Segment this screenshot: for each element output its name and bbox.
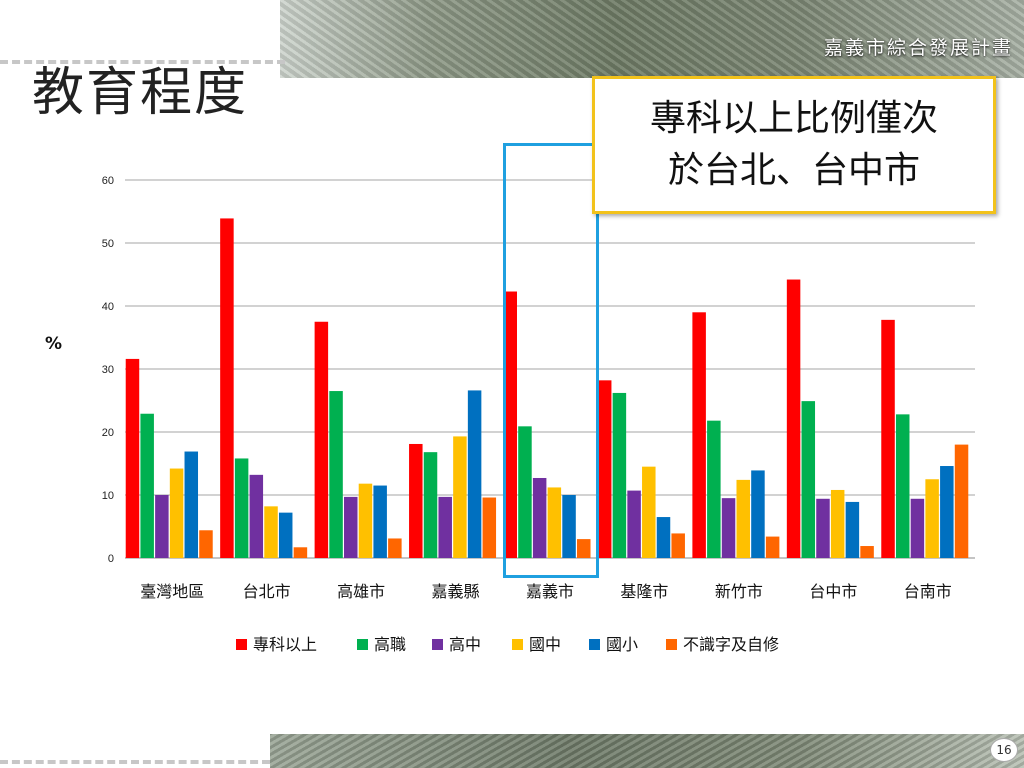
aerial-map-footer bbox=[270, 734, 1024, 768]
callout-line-1: 專科以上比例僅次 bbox=[649, 98, 938, 139]
x-tick-label: 嘉義市 bbox=[526, 582, 574, 601]
bar bbox=[612, 392, 627, 558]
bar bbox=[423, 452, 438, 558]
x-tick-label: 嘉義縣 bbox=[432, 582, 480, 601]
bar bbox=[184, 451, 199, 558]
header-divider bbox=[0, 60, 285, 64]
bar bbox=[373, 485, 387, 558]
bar bbox=[453, 436, 467, 558]
bar bbox=[765, 536, 780, 558]
bar bbox=[293, 547, 308, 558]
brand-text: 嘉義市綜合發展計畫 bbox=[824, 37, 1014, 59]
bar bbox=[329, 391, 343, 558]
callout-line-2: 於台北、台中市 bbox=[667, 150, 920, 191]
bar bbox=[140, 413, 154, 558]
legend-swatch bbox=[236, 639, 247, 650]
bar bbox=[532, 477, 547, 558]
y-tick-label: 30 bbox=[102, 364, 114, 376]
page-title: 教育程度 bbox=[32, 63, 249, 123]
bar bbox=[925, 479, 939, 558]
bar bbox=[199, 530, 213, 558]
bar bbox=[881, 319, 895, 558]
legend: 專科以上 高職 高中 國中 國小 不識字及自修 bbox=[236, 635, 779, 654]
bar bbox=[642, 466, 656, 558]
x-tick-label: 台北市 bbox=[243, 582, 291, 601]
x-tick-label: 高雄市 bbox=[337, 582, 385, 601]
bar bbox=[845, 501, 860, 558]
legend-label: 高中 bbox=[449, 635, 481, 654]
legend-swatch bbox=[357, 639, 368, 650]
bar bbox=[169, 468, 184, 558]
y-tick-label: 40 bbox=[102, 301, 114, 313]
bar bbox=[860, 546, 874, 558]
legend-label: 國中 bbox=[529, 635, 561, 654]
bar bbox=[751, 470, 765, 558]
bar bbox=[895, 414, 910, 558]
bar bbox=[830, 489, 845, 558]
page-number: 16 bbox=[990, 738, 1018, 762]
x-tick-label: 基隆市 bbox=[620, 582, 668, 601]
bar bbox=[249, 474, 264, 558]
bar bbox=[518, 426, 532, 558]
legend-label: 專科以上 bbox=[253, 635, 317, 654]
bar bbox=[264, 506, 278, 558]
bar bbox=[910, 498, 925, 558]
y-tick-label: 0 bbox=[108, 553, 114, 565]
bar bbox=[656, 517, 671, 558]
bar bbox=[125, 358, 140, 558]
legend-label: 高職 bbox=[374, 635, 406, 654]
bar bbox=[816, 498, 830, 558]
bar bbox=[721, 498, 736, 558]
bar bbox=[482, 497, 497, 558]
footer-divider bbox=[0, 760, 270, 764]
legend-swatch bbox=[589, 639, 600, 650]
bar bbox=[234, 458, 249, 558]
bar bbox=[577, 539, 591, 558]
bar bbox=[801, 401, 816, 558]
bar bbox=[954, 444, 969, 558]
legend-label: 國小 bbox=[606, 635, 638, 654]
legend-swatch bbox=[512, 639, 523, 650]
bar bbox=[707, 420, 721, 558]
callout-box: 專科以上比例僅次 於台北、台中市 bbox=[592, 76, 996, 214]
bar bbox=[627, 490, 641, 558]
bar bbox=[786, 279, 801, 558]
bar bbox=[736, 479, 750, 558]
legend-swatch bbox=[666, 639, 677, 650]
bar bbox=[547, 487, 562, 558]
bar bbox=[467, 390, 482, 558]
bar bbox=[562, 495, 576, 558]
bars bbox=[125, 218, 969, 558]
bar bbox=[940, 466, 954, 558]
y-tick-label: 10 bbox=[102, 490, 114, 502]
y-tick-label: 20 bbox=[102, 427, 114, 439]
y-tick-label: 50 bbox=[102, 238, 114, 250]
bar bbox=[358, 483, 373, 558]
bar bbox=[503, 291, 517, 558]
bar bbox=[671, 533, 685, 558]
aerial-map-banner bbox=[280, 0, 1024, 78]
bar bbox=[220, 218, 234, 558]
bar bbox=[597, 380, 612, 558]
bar bbox=[692, 312, 706, 558]
legend-label: 不識字及自修 bbox=[683, 635, 779, 654]
highlight-box bbox=[503, 143, 599, 578]
y-axis-label: % bbox=[45, 334, 63, 354]
bar bbox=[438, 496, 452, 558]
bar bbox=[314, 321, 329, 558]
legend-swatch bbox=[432, 639, 443, 650]
bar bbox=[344, 496, 358, 558]
x-tick-label: 臺灣地區 bbox=[140, 582, 204, 601]
tick-labels: 0 10 20 30 40 50 60 臺灣地區 台北市 高雄市 嘉義縣 嘉義市 基隆市 新竹市 台中市 台南… bbox=[102, 175, 952, 601]
bar bbox=[278, 512, 293, 558]
bar bbox=[155, 495, 169, 558]
x-tick-label: 台中市 bbox=[809, 582, 857, 601]
x-tick-label: 新竹市 bbox=[715, 582, 763, 601]
bar bbox=[388, 538, 402, 558]
y-tick-label: 60 bbox=[102, 175, 114, 187]
bar bbox=[409, 443, 423, 558]
x-tick-label: 台南市 bbox=[904, 582, 952, 601]
